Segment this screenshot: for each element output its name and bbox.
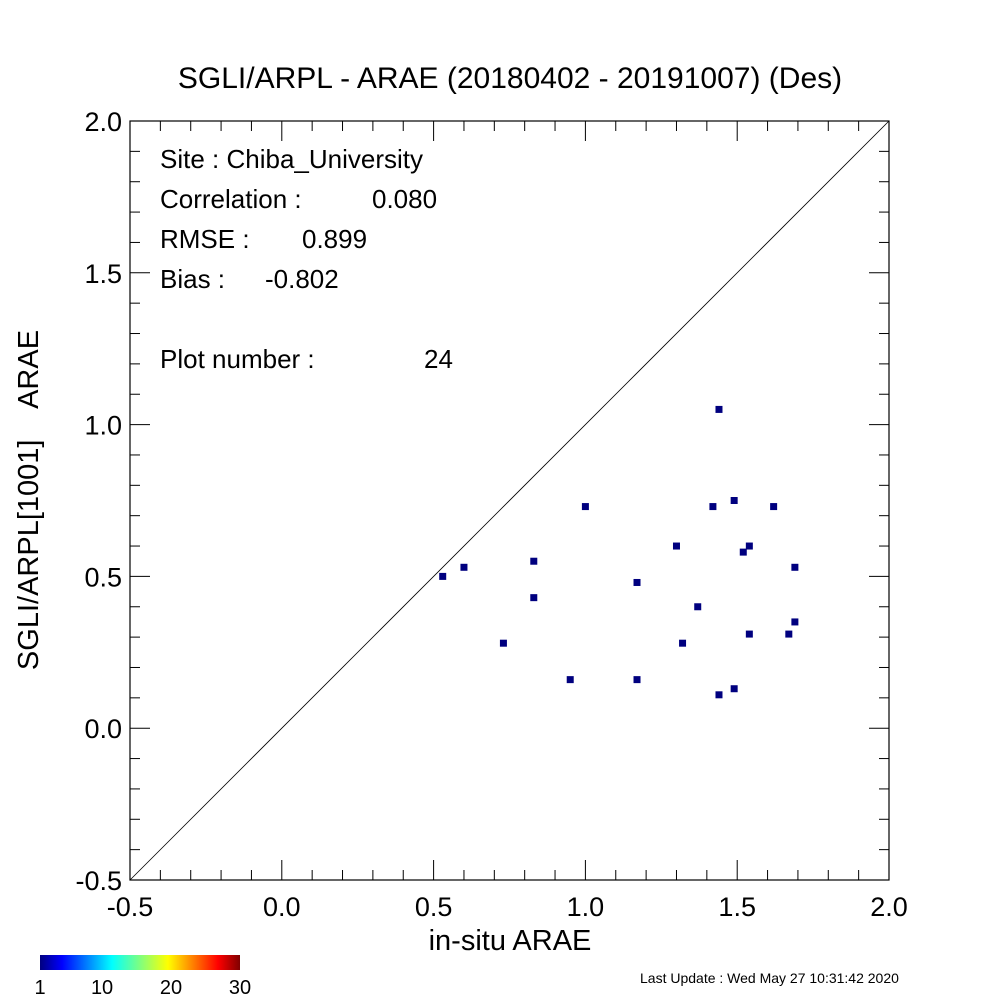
bias-label: Bias : <box>160 264 225 294</box>
colorbar-tick-label: 30 <box>229 977 251 999</box>
rmse-label: RMSE : <box>160 224 250 254</box>
data-point <box>566 676 574 684</box>
chart-title: SGLI/ARPL - ARAE (20180402 - 20191007) (… <box>178 62 842 95</box>
data-point <box>633 676 641 684</box>
data-points <box>439 405 799 699</box>
x-tick-label: -0.5 <box>107 892 154 922</box>
data-point <box>715 691 723 699</box>
data-point <box>709 503 717 511</box>
data-point <box>791 618 799 626</box>
correlation-label: Correlation : <box>160 184 302 214</box>
axis-ticks <box>129 120 890 881</box>
x-tick-label: 1.0 <box>567 892 605 922</box>
data-point <box>694 603 702 611</box>
data-point <box>745 630 753 638</box>
stats-box: Site : Chiba_University Correlation : 0.… <box>160 144 453 374</box>
data-point <box>679 639 687 647</box>
data-point <box>770 503 778 511</box>
last-update: Last Update : Wed May 27 10:31:42 2020 <box>640 970 899 986</box>
x-axis-label: in-situ ARAE <box>429 925 592 957</box>
data-point <box>791 563 799 571</box>
tick-labels: -0.5 0.0 0.5 1.0 1.5 2.0 -0.5 0.0 0.5 1.0 1.5 2.0 <box>75 107 907 922</box>
colorbar-tick-label: 10 <box>91 977 113 999</box>
plot-number-value: 24 <box>424 344 453 374</box>
plot-number-label: Plot number : <box>160 344 315 374</box>
colorbar-tick-label: 1 <box>34 977 45 999</box>
rmse-value: 0.899 <box>302 224 367 254</box>
y-tick-label: 0.5 <box>84 562 122 592</box>
correlation-value: 0.080 <box>372 184 437 214</box>
x-tick-label: 0.5 <box>415 892 453 922</box>
x-tick-label: 1.5 <box>718 892 756 922</box>
data-point <box>460 563 468 571</box>
y-tick-label: 1.5 <box>84 259 122 289</box>
x-tick-label: 0.0 <box>263 892 301 922</box>
y-axis-label: SGLI/ARPL[1001] ARAE <box>13 330 45 670</box>
data-point <box>730 497 738 504</box>
data-point <box>499 639 507 647</box>
y-tick-label: 0.0 <box>84 714 122 744</box>
colorbar: 1 10 20 30 <box>34 955 251 999</box>
data-point <box>530 557 538 565</box>
data-point <box>439 572 447 580</box>
one-to-one-line <box>129 120 890 881</box>
colorbar-tick-label: 20 <box>160 977 182 999</box>
y-tick-label: 1.0 <box>84 411 122 441</box>
colorbar-ticks: 1 10 20 30 <box>34 977 251 999</box>
data-point <box>715 405 723 413</box>
site-label: Site : Chiba_University <box>160 144 423 174</box>
plot-frame <box>129 120 890 881</box>
y-tick-label: 2.0 <box>84 107 122 137</box>
data-point <box>785 630 793 638</box>
data-point <box>730 685 738 693</box>
x-tick-label: 2.0 <box>870 892 908 922</box>
colorbar-gradient <box>40 955 240 970</box>
y-tick-label: -0.5 <box>75 866 122 896</box>
data-point <box>530 594 538 602</box>
data-point <box>581 503 589 511</box>
data-point <box>745 542 753 550</box>
data-point <box>672 542 680 550</box>
data-point <box>739 548 747 556</box>
data-point <box>633 578 641 586</box>
bias-value: -0.802 <box>265 264 339 294</box>
